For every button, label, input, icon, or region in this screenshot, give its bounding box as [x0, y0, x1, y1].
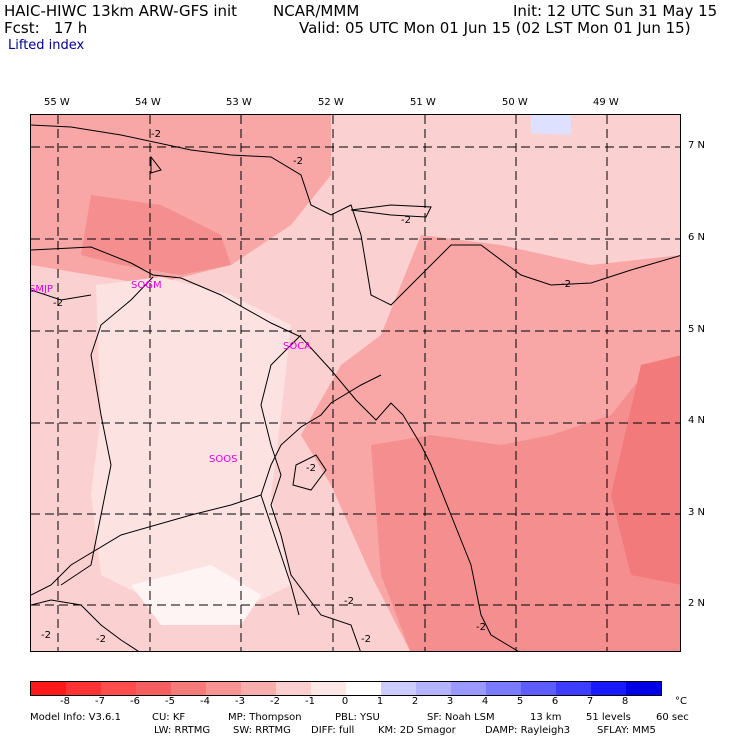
lon-label-49w: 49 W: [593, 97, 619, 108]
shortwave-scheme: SW: RRTMG: [233, 725, 291, 736]
colorbar-tick-label: -8: [60, 696, 70, 707]
colorbar-tick-label: 5: [516, 696, 524, 707]
colorbar-tick-label: 8: [621, 696, 629, 707]
colorbar-tick-label: 2: [411, 696, 419, 707]
vertical-levels: 51 levels: [586, 712, 631, 723]
contour-label: -2: [96, 634, 106, 645]
map-canvas: -2 -2 -2 -2 -2 -2 -2 -2 -2 -2 -2: [31, 115, 680, 651]
colorbar-tick-label: -2: [270, 696, 280, 707]
colorbar-swatch: [451, 682, 486, 695]
colorbar-swatch: [206, 682, 241, 695]
lon-label-54w: 54 W: [135, 97, 161, 108]
colorbar-tick-label: 0: [341, 696, 349, 707]
colorbar-swatch: [556, 682, 591, 695]
colorbar-swatch: [101, 682, 136, 695]
colorbar-swatch: [486, 682, 521, 695]
station-smjp: SMJP: [30, 284, 53, 295]
contour-label-group: -2 -2 -2 -2 -2 -2 -2 -2 -2 -2 -2: [41, 129, 571, 645]
init-time: Init: 12 UTC Sun 31 May 15: [513, 2, 718, 20]
contour-label: -2: [344, 596, 354, 607]
colorbar-swatch: [136, 682, 171, 695]
contour-label: -2: [361, 634, 371, 645]
grid-resolution: 13 km: [530, 712, 562, 723]
colorbar-tick-label: -4: [200, 696, 210, 707]
lifted-index-map: -2 -2 -2 -2 -2 -2 -2 -2 -2 -2 -2 SMJP SO…: [30, 114, 681, 652]
colorbar-swatch: [591, 682, 626, 695]
fill-northwest-core: [81, 195, 231, 275]
lon-label-50w: 50 W: [502, 97, 528, 108]
colorbar-tick-label: -1: [305, 696, 315, 707]
agency-label: NCAR/MMM: [273, 2, 360, 20]
colorbar-swatch: [241, 682, 276, 695]
colorbar-tick-label: -6: [130, 696, 140, 707]
grid-lines: [31, 115, 680, 651]
colorbar-swatch: [31, 682, 66, 695]
colorbar-swatch: [416, 682, 451, 695]
colorbar-tick-label: 7: [586, 696, 594, 707]
station-sogm: SOGM: [131, 280, 162, 291]
colorbar-swatch: [346, 682, 381, 695]
eddy-coefficient-option: KM: 2D Smagor: [378, 725, 456, 736]
lon-label-52w: 52 W: [318, 97, 344, 108]
colorbar-swatch: [311, 682, 346, 695]
fill-positive-spot: [531, 115, 571, 135]
lat-label-5n: 5 N: [688, 324, 706, 335]
forecast-hour: Fcst: 17 h: [4, 19, 88, 37]
colorbar-swatch: [626, 682, 661, 695]
contour-label: -2: [53, 298, 63, 309]
contour-label: -2: [561, 279, 571, 290]
surface-layer-scheme: SFLAY: MM5: [597, 725, 656, 736]
colorbar-tick-label: -7: [95, 696, 105, 707]
lat-label-2n: 2 N: [688, 598, 706, 609]
colorbar-unit: °C: [675, 696, 687, 707]
colorbar-tick-label: 4: [481, 696, 489, 707]
contour-label: -2: [401, 215, 411, 226]
colorbar-swatch: [66, 682, 101, 695]
colorbar: [30, 681, 662, 696]
contour-label: -2: [151, 129, 161, 140]
contour-label: -2: [41, 630, 51, 641]
lat-label-4n: 4 N: [688, 415, 706, 426]
colorbar-swatch: [171, 682, 206, 695]
colorbar-tick-label: 6: [551, 696, 559, 707]
station-soos: SOOS: [209, 454, 238, 465]
field-name: Lifted index: [8, 38, 85, 53]
colorbar-tick-label: 1: [376, 696, 384, 707]
colorbar-tick-label: -3: [235, 696, 245, 707]
surface-scheme: SF: Noah LSM: [427, 712, 495, 723]
model-title: HAIC-HIWC 13km ARW-GFS init: [4, 2, 238, 20]
pbl-scheme: PBL: YSU: [335, 712, 380, 723]
longwave-scheme: LW: RRTMG: [154, 725, 211, 736]
colorbar-swatch: [521, 682, 556, 695]
colorbar-swatch: [381, 682, 416, 695]
fill-east-max: [611, 355, 680, 585]
damping-option: DAMP: Rayleigh3: [485, 725, 571, 736]
lon-label-53w: 53 W: [226, 97, 252, 108]
model-info: Model Info: V3.6.1: [30, 712, 121, 723]
fill-interior-min: [91, 277, 291, 615]
cumulus-scheme: CU: KF: [152, 712, 186, 723]
lon-label-55w: 55 W: [44, 97, 70, 108]
contour-lines-minus2: [31, 124, 680, 651]
colorbar-tick-label: 3: [446, 696, 454, 707]
valid-time: Valid: 05 UTC Mon 01 Jun 15 (02 LST Mon …: [299, 19, 691, 37]
station-soca: SOCA: [283, 341, 312, 352]
contour-label: -2: [476, 622, 486, 633]
fill-interior-lowest: [131, 565, 261, 625]
time-step: 60 sec: [656, 712, 689, 723]
colorbar-tick-label: -5: [165, 696, 175, 707]
lat-label-3n: 3 N: [688, 507, 706, 518]
microphysics-scheme: MP: Thompson: [228, 712, 302, 723]
coastline: [31, 246, 519, 651]
diffusion-option: DIFF: full: [311, 725, 355, 736]
lon-label-51w: 51 W: [410, 97, 436, 108]
lat-label-7n: 7 N: [688, 140, 706, 151]
fill-east-core: [371, 355, 680, 651]
colorbar-swatch: [276, 682, 311, 695]
contour-label: -2: [306, 463, 316, 474]
lat-label-6n: 6 N: [688, 232, 706, 243]
contour-label: -2: [293, 156, 303, 167]
